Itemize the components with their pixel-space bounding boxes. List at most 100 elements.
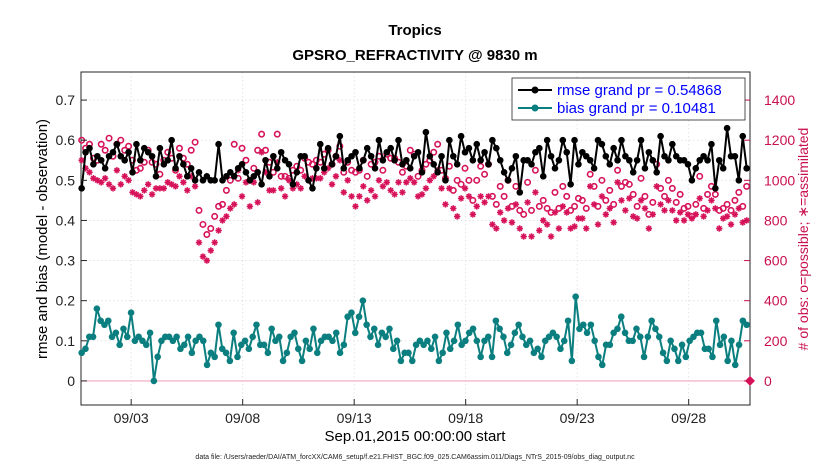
bias-point [359, 297, 367, 304]
bias-point [636, 333, 644, 341]
possible-obs-marker [211, 212, 219, 220]
possible-obs-marker [461, 164, 469, 172]
bias-point [439, 349, 446, 357]
assimilated-obs-marker [500, 217, 508, 224]
bias-point [572, 293, 579, 300]
possible-obs-marker [203, 230, 211, 238]
assimilated-obs-stroke [528, 233, 535, 240]
rmse-point [352, 148, 359, 156]
rmse-point [559, 136, 567, 144]
rmse-point [156, 144, 164, 152]
assimilated-obs-stroke [677, 209, 683, 216]
assimilated-obs-marker [555, 225, 563, 232]
y-tick-label: 0.4 [56, 212, 76, 228]
bias-point [519, 333, 526, 341]
rmse-point [547, 152, 555, 160]
x-tick-label: 09/13 [337, 410, 372, 426]
assimilated-obs-marker [387, 187, 394, 194]
rmse-point [426, 152, 434, 160]
legend-box [511, 77, 746, 121]
rmse-point [539, 173, 547, 180]
bias-point [386, 325, 393, 333]
assimilated-obs-marker [551, 209, 559, 216]
assimilated-obs-marker [516, 225, 523, 232]
assimilated-obs-marker [344, 177, 351, 184]
assimilated-obs-stroke [340, 189, 347, 196]
assimilated-obs-stroke [454, 213, 460, 220]
bias-point [226, 357, 234, 365]
bias-point [249, 333, 256, 341]
possible-obs-marker [481, 170, 489, 178]
possible-obs-marker [719, 204, 727, 212]
rmse-point [453, 160, 461, 168]
assimilated-obs-marker [219, 217, 226, 224]
assimilated-obs-marker [317, 175, 324, 182]
rmse-point [712, 185, 719, 192]
assimilated-obs-stroke [372, 193, 378, 200]
possible-obs-marker [97, 140, 105, 148]
assimilated-obs-stroke [184, 187, 191, 194]
rmse-point [731, 152, 739, 160]
assimilated-obs-stroke [102, 175, 108, 182]
possible-obs-marker [477, 162, 485, 170]
assimilated-obs-marker [117, 181, 124, 188]
assimilated-obs-stroke [634, 215, 640, 222]
rmse-point [266, 173, 273, 180]
assimilated-obs-marker [497, 209, 504, 216]
assimilated-obs-marker [536, 227, 543, 234]
assimilated-obs-stroke [301, 173, 308, 180]
assimilated-obs-marker [688, 215, 696, 222]
possible-obs-marker [711, 190, 719, 198]
rmse-point [508, 164, 516, 172]
assimilated-obs-stroke [540, 217, 547, 224]
possible-obs-marker [559, 182, 567, 190]
assimilated-obs-stroke [450, 205, 457, 212]
assimilated-obs-stroke [360, 183, 367, 190]
assimilated-obs-stroke [489, 221, 496, 228]
y-tick-label: 0.5 [56, 172, 76, 188]
assimilated-obs-stroke [200, 253, 206, 260]
rmse-point [211, 177, 218, 184]
rmse-point [715, 156, 723, 164]
possible-obs-marker [398, 168, 406, 176]
y-tick-label: 0.6 [56, 132, 76, 148]
assimilated-obs-marker [684, 211, 692, 218]
possible-obs-marker [473, 176, 481, 184]
bias-point [484, 333, 492, 341]
assimilated-obs-stroke [470, 211, 476, 218]
assimilated-obs-marker [704, 207, 711, 214]
bias-point [93, 305, 101, 313]
possible-obs-marker [238, 144, 246, 152]
bias-point [298, 357, 306, 365]
bias-point [332, 329, 340, 337]
rmse-point [332, 152, 340, 160]
assimilated-obs-marker [180, 179, 187, 186]
assimilated-obs-marker [258, 149, 265, 156]
bias-point [663, 357, 671, 365]
possible-obs-marker [704, 190, 712, 198]
rmse-point [567, 181, 574, 188]
bias-point [435, 357, 443, 365]
assimilated-obs-stroke [168, 181, 175, 188]
assimilated-obs-marker [453, 213, 461, 220]
possible-obs-marker [731, 196, 739, 204]
bias-point [633, 325, 640, 333]
bias-point [127, 309, 135, 317]
rmse-point [438, 152, 445, 160]
assimilated-obs-marker [141, 187, 148, 194]
rmse-point [195, 169, 203, 176]
assimilated-obs-stroke [145, 181, 151, 188]
bias-point [667, 337, 674, 345]
possible-obs-marker [512, 182, 520, 190]
assimilated-obs-stroke [223, 213, 230, 220]
bias-point [310, 325, 317, 333]
possible-obs-marker [617, 182, 625, 190]
rmse-point [442, 177, 449, 184]
assimilated-obs-marker [645, 225, 653, 232]
assimilated-obs-marker [489, 221, 496, 228]
assimilated-obs-stroke [473, 203, 480, 210]
rmse-point [610, 144, 617, 152]
assimilated-obs-marker [583, 225, 590, 232]
assimilated-obs-stroke [712, 205, 719, 212]
